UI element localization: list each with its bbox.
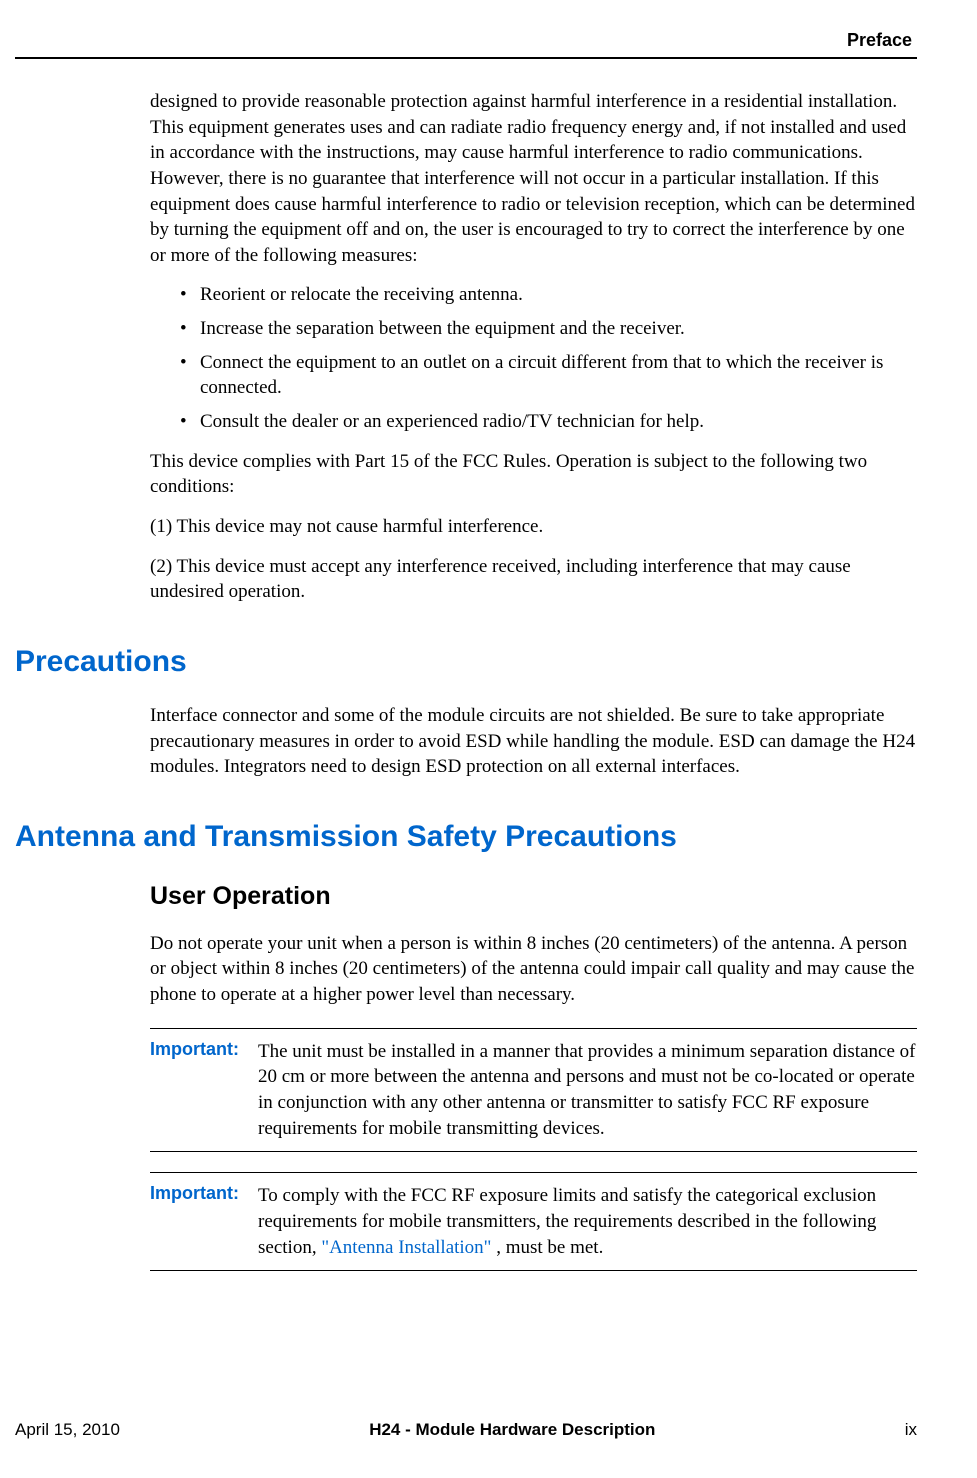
header-rule [15, 57, 917, 59]
important-text: To comply with the FCC RF exposure limit… [258, 1183, 917, 1260]
list-item: Connect the equipment to an outlet on a … [180, 350, 917, 401]
important-text: The unit must be installed in a manner t… [258, 1039, 917, 1142]
important-note-1: Important: The unit must be installed in… [150, 1028, 917, 1153]
compliance-intro: This device complies with Part 15 of the… [150, 449, 917, 500]
section-heading-precautions: Precautions [15, 645, 917, 679]
page-footer: April 15, 2010 H24 - Module Hardware Des… [15, 1420, 917, 1440]
footer-date: April 15, 2010 [15, 1420, 120, 1440]
section-heading-antenna: Antenna and Transmission Safety Precauti… [15, 820, 917, 854]
list-item: Consult the dealer or an experienced rad… [180, 409, 917, 435]
page-header-label: Preface [15, 30, 917, 51]
precautions-body-block: Interface connector and some of the modu… [150, 703, 917, 780]
footer-page-number: ix [905, 1420, 917, 1440]
antenna-section-block: User Operation Do not operate your unit … [150, 882, 917, 1271]
measures-list: Reorient or relocate the receiving anten… [150, 282, 917, 434]
user-operation-body: Do not operate your unit when a person i… [150, 931, 917, 1008]
intro-paragraph-block: designed to provide reasonable protectio… [150, 89, 917, 605]
important-label: Important: [150, 1039, 246, 1142]
important-note-2: Important: To comply with the FCC RF exp… [150, 1172, 917, 1271]
list-item: Reorient or relocate the receiving anten… [180, 282, 917, 308]
precautions-body: Interface connector and some of the modu… [150, 703, 917, 780]
important-label: Important: [150, 1183, 246, 1260]
page: Preface designed to provide reasonable p… [0, 0, 977, 1478]
important-text-after: , must be met. [491, 1237, 603, 1258]
footer-title: H24 - Module Hardware Description [369, 1420, 655, 1440]
antenna-installation-link[interactable]: "Antenna Installation" [321, 1237, 491, 1258]
list-item: Increase the separation between the equi… [180, 316, 917, 342]
intro-paragraph: designed to provide reasonable protectio… [150, 89, 917, 268]
subsection-heading-user-operation: User Operation [150, 882, 917, 911]
condition-1: (1) This device may not cause harmful in… [150, 514, 917, 540]
condition-2: (2) This device must accept any interfer… [150, 554, 917, 605]
